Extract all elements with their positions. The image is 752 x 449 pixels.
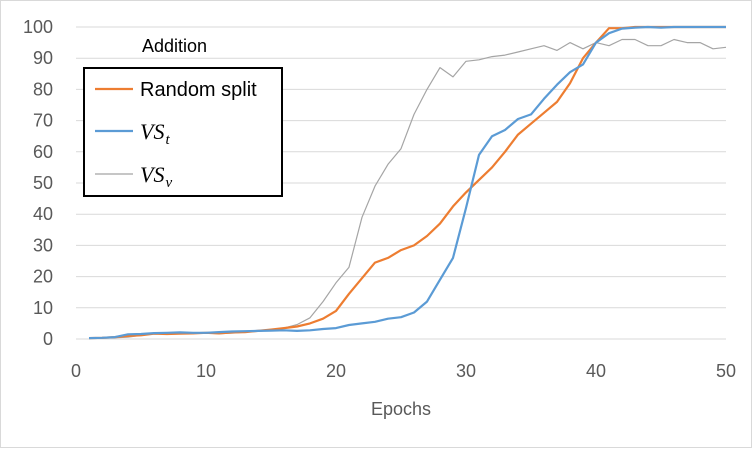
x-tick-label: 20	[326, 361, 346, 381]
legend-label: Random split	[140, 79, 257, 101]
y-tick-label: 80	[33, 79, 53, 99]
legend: Random split VSt VSv	[95, 79, 257, 191]
y-tick-label: 30	[33, 235, 53, 255]
x-tick-label: 0	[71, 361, 81, 381]
series-lines	[88, 25, 727, 340]
y-tick-label: 20	[33, 267, 53, 287]
y-tick-label: 100	[23, 17, 53, 37]
x-tick-label: 10	[196, 361, 216, 381]
x-tick-label: 50	[716, 361, 736, 381]
legend-label: VSv	[140, 162, 172, 191]
x-tick-label: 30	[456, 361, 476, 381]
tick-labels: 0 10 20 30 40 50 60 70 80 90 100 0 10 20 30 40 50	[23, 17, 736, 381]
y-tick-label: 0	[43, 329, 53, 349]
series-line-vs-t	[88, 25, 726, 340]
y-tick-label: 10	[33, 298, 53, 318]
chart-title: Addition	[142, 36, 207, 56]
y-tick-label: 40	[33, 204, 53, 224]
x-tick-label: 40	[586, 361, 606, 381]
legend-label: VSt	[140, 119, 170, 148]
y-tick-label: 70	[33, 111, 53, 131]
y-tick-label: 60	[33, 142, 53, 162]
x-axis-title: Epochs	[371, 399, 431, 419]
y-tick-label: 50	[33, 173, 53, 193]
y-tick-label: 90	[33, 48, 53, 68]
